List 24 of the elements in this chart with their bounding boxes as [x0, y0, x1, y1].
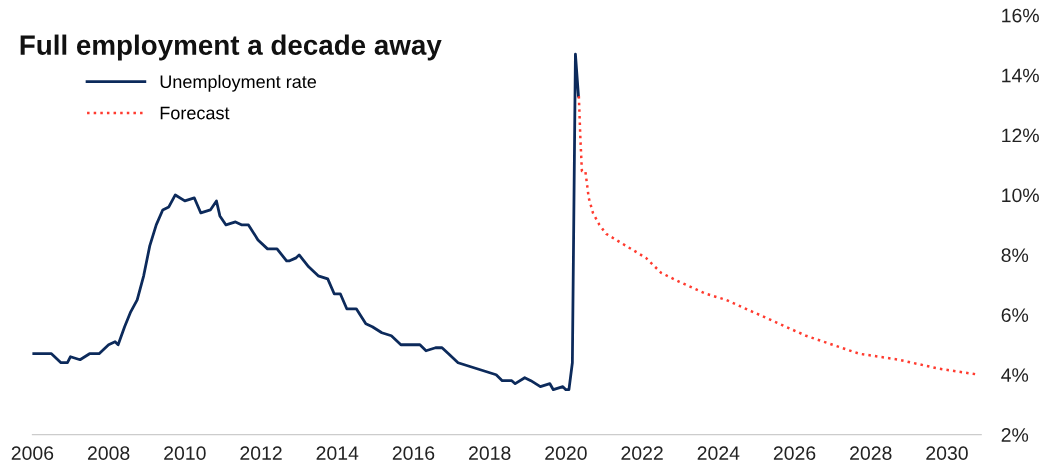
- x-tick-label: 2008: [87, 446, 130, 461]
- x-tick-label: 2014: [316, 446, 359, 461]
- y-tick-label: 14%: [1002, 68, 1039, 83]
- x-tick-label: 2024: [697, 446, 740, 461]
- x-tick-label: 2020: [545, 446, 587, 461]
- x-tick-label: 2022: [621, 446, 663, 461]
- x-tick-label: 2030: [926, 446, 968, 461]
- x-tick-label: 2028: [850, 446, 892, 461]
- text: Full employment a decade away: [20, 34, 442, 61]
- x-tick-label: 2010: [164, 446, 206, 461]
- y-tick-label: 10%: [1002, 188, 1039, 203]
- y-tick-label: 12%: [1002, 128, 1039, 143]
- legend-label: Unemployment rate: [160, 74, 317, 92]
- y-tick-label: 8%: [1001, 248, 1029, 263]
- y-tick-label: 16%: [1002, 8, 1039, 23]
- x-tick-label: 2026: [773, 446, 816, 461]
- x-tick-label: 2018: [469, 446, 511, 461]
- y-tick-label: 6%: [1001, 308, 1029, 323]
- x-tick-label: 2012: [240, 446, 282, 461]
- x-tick-label: 2016: [392, 446, 435, 461]
- x-tick-label: 2006: [11, 446, 54, 461]
- legend-label: Forecast: [160, 106, 230, 120]
- y-tick-label: 4%: [1001, 368, 1029, 382]
- y-tick-label: 2%: [1001, 428, 1029, 442]
